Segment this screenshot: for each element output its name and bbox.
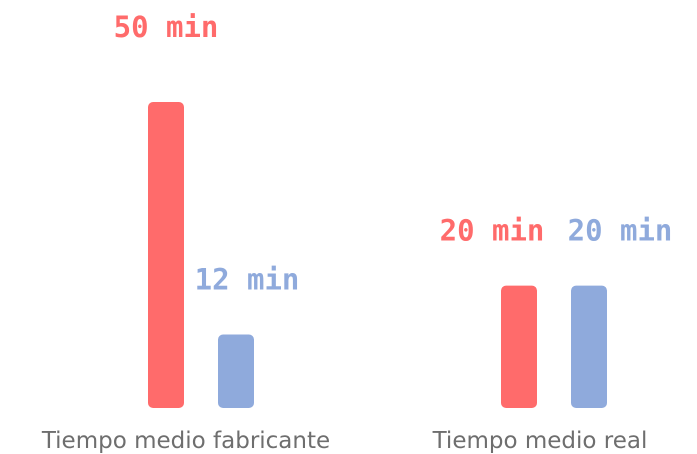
bars-group: [148, 102, 607, 408]
value-label-0-0: 50 min: [114, 10, 219, 44]
bar-0-1: [218, 334, 254, 408]
value-labels-group: 50 min 12 min 20 min 20 min: [114, 10, 673, 297]
category-label-1: Tiempo medio real: [432, 428, 648, 454]
category-labels-group: Tiempo medio fabricante Tiempo medio real: [41, 428, 648, 454]
bar-1-0: [501, 285, 537, 408]
value-label-0-1: 12 min: [195, 263, 300, 297]
bar-0-0: [148, 102, 184, 408]
value-label-1-0: 20 min: [440, 214, 545, 248]
bar-1-1: [571, 285, 607, 408]
value-label-1-1: 20 min: [568, 214, 673, 248]
category-label-0: Tiempo medio fabricante: [41, 428, 330, 454]
